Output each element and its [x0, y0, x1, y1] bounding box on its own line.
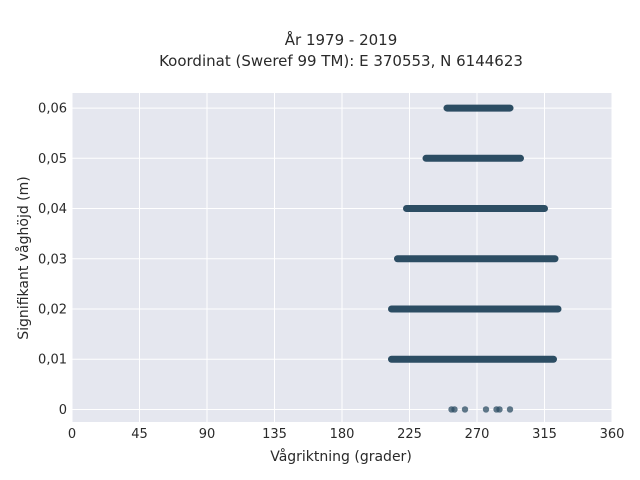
x-tick-label: 315: [532, 427, 557, 442]
chart-title-line-1: År 1979 - 2019: [285, 30, 398, 49]
y-tick-label: 0,05: [38, 152, 67, 167]
y-axis-label: Signifikant våghöjd (m): [15, 176, 32, 339]
y-axis-ticks: 0 0,01 0,02 0,03 0,04 0,05 0,06: [38, 102, 67, 418]
data-point: [482, 406, 490, 413]
x-tick-label: 135: [262, 427, 287, 442]
data-marks: [388, 104, 562, 413]
x-tick-label: 0: [68, 427, 76, 442]
y-tick-label: 0,01: [38, 353, 67, 368]
x-tick-label: 360: [600, 427, 625, 442]
y-tick-label: 0: [59, 403, 67, 418]
data-point: [451, 406, 458, 413]
x-tick-label: 180: [330, 427, 355, 442]
y-tick-label: 0,04: [38, 202, 67, 217]
x-tick-label: 90: [199, 427, 216, 442]
x-axis-label: Vågriktning (grader): [270, 448, 412, 465]
x-tick-label: 225: [397, 427, 422, 442]
data-point: [506, 406, 514, 413]
x-tick-label: 45: [131, 427, 148, 442]
y-tick-label: 0,02: [38, 302, 67, 317]
y-tick-label: 0,06: [38, 102, 67, 117]
y-tick-label: 0,03: [38, 252, 67, 267]
x-tick-label: 270: [465, 427, 490, 442]
chart-title-line-2: Koordinat (Sweref 99 TM): E 370553, N 61…: [159, 52, 523, 70]
x-axis-ticks: 0 45 90 135 180 225 270 315 360: [68, 427, 625, 442]
data-point: [461, 406, 469, 413]
data-point: [496, 406, 503, 413]
